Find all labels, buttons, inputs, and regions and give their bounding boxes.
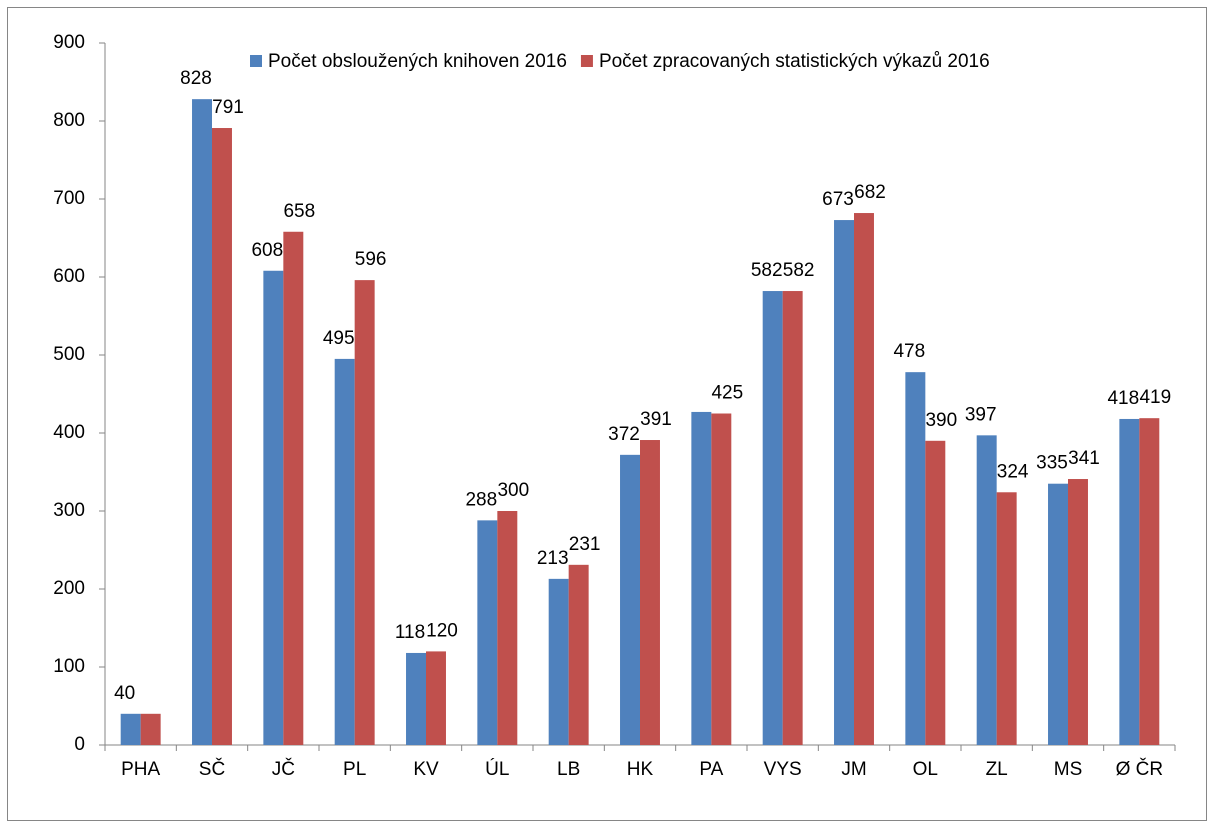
x-tick-label: ZL: [986, 759, 1008, 780]
data-label: 658: [283, 201, 315, 222]
y-tick-label: 300: [53, 500, 85, 521]
bar: [1048, 483, 1068, 745]
y-tick-label: 400: [53, 422, 85, 443]
x-tick-label: PHA: [121, 759, 160, 780]
bar: [782, 291, 803, 745]
data-label: 673: [822, 189, 854, 210]
bar: [406, 652, 426, 745]
data-label: 390: [925, 410, 957, 431]
data-label: 418: [1107, 388, 1139, 409]
data-label: 391: [640, 409, 672, 430]
data-label: 582: [783, 260, 815, 281]
bar: [976, 435, 997, 745]
data-label: 478: [893, 341, 925, 362]
data-label: 300: [497, 480, 529, 501]
y-tick-label: 600: [53, 266, 85, 287]
x-tick-label: PA: [699, 759, 723, 780]
bar: [263, 270, 284, 745]
bar: [691, 411, 712, 745]
x-tick-label: SČ: [199, 758, 225, 780]
bar: [568, 564, 589, 745]
data-label: 828: [180, 68, 212, 89]
x-tick-label: KV: [413, 759, 439, 780]
x-tick-label: LB: [557, 759, 580, 780]
y-tick-label: 100: [53, 656, 85, 677]
data-label: 120: [426, 620, 458, 641]
x-tick-label: HK: [627, 759, 654, 780]
data-label: 288: [465, 489, 497, 510]
x-tick-label: PL: [343, 759, 366, 780]
data-label: 341: [1068, 448, 1100, 469]
bar: [925, 440, 946, 745]
data-label: 596: [355, 249, 387, 270]
data-label: 213: [537, 548, 569, 569]
bar: [548, 578, 569, 745]
bar: [1139, 418, 1160, 745]
y-tick-label: 200: [53, 578, 85, 599]
x-tick-label: MS: [1054, 759, 1083, 780]
data-label: 118: [395, 622, 425, 643]
chart-border: [7, 7, 1207, 821]
data-label: 682: [854, 182, 886, 203]
bar: [212, 128, 232, 745]
data-label: 40: [114, 683, 135, 704]
y-tick-label: 700: [53, 188, 85, 209]
bar: [905, 372, 926, 745]
bar: [140, 713, 161, 745]
data-label: 425: [711, 383, 743, 404]
bar: [497, 511, 518, 745]
x-tick-label: VYS: [764, 759, 802, 780]
data-label: 791: [212, 97, 244, 118]
data-label: 397: [965, 404, 997, 425]
bar: [996, 492, 1017, 745]
data-label: 608: [251, 240, 283, 261]
x-tick-label: Ø ČR: [1116, 758, 1164, 780]
legend-label: Počet obsloužených knihoven 2016: [268, 51, 567, 72]
data-label: 495: [323, 328, 355, 349]
bar: [334, 358, 355, 745]
x-tick-label: ÚL: [485, 758, 509, 780]
legend-swatch: [250, 55, 262, 67]
data-label: 231: [569, 534, 601, 555]
y-tick-label: 900: [53, 32, 85, 53]
x-tick-label: OL: [913, 759, 938, 780]
bar: [1119, 418, 1140, 745]
data-label: 419: [1139, 387, 1171, 408]
bar: [620, 454, 640, 745]
data-label: 582: [751, 260, 783, 281]
bar: [1068, 479, 1088, 745]
legend-swatch: [580, 55, 593, 67]
bar: [354, 280, 375, 745]
y-tick-label: 800: [53, 110, 85, 131]
data-label: 335: [1036, 453, 1068, 474]
bar: [120, 713, 141, 745]
y-tick-label: 500: [53, 344, 85, 365]
bar: [854, 213, 874, 746]
bar: [192, 99, 212, 745]
data-label: 372: [608, 424, 640, 445]
bar: [283, 231, 304, 745]
bar: [477, 520, 498, 745]
legend-label: Počet zpracovaných statistických výkazů …: [599, 51, 990, 72]
y-tick-label: 0: [74, 734, 85, 755]
bar: [426, 651, 446, 745]
x-tick-label: JM: [841, 759, 866, 780]
bar: [834, 220, 854, 745]
bar: [711, 413, 732, 745]
x-tick-label: JČ: [272, 758, 295, 780]
data-label: 324: [997, 461, 1029, 482]
bar: [762, 291, 783, 745]
bar: [640, 440, 660, 745]
